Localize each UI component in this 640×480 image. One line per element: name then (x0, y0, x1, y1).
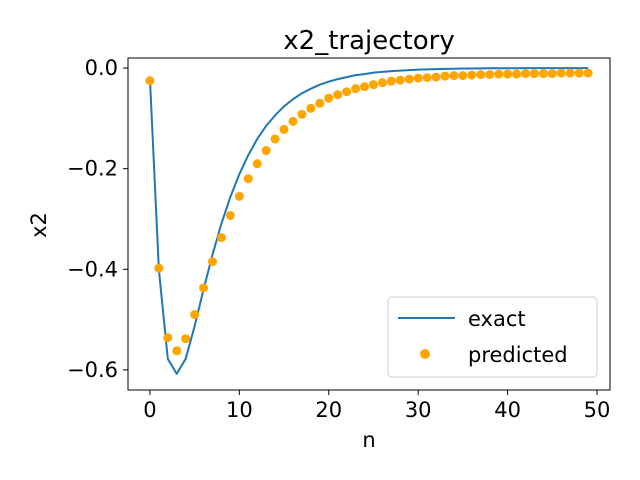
axes-frame (127, 57, 611, 391)
predicted-point (306, 103, 316, 113)
predicted-point (199, 283, 209, 293)
x-tick-label: 0 (143, 398, 156, 422)
predicted-point (449, 71, 459, 81)
predicted-point (279, 124, 289, 134)
x-axis-label: n (362, 428, 375, 452)
predicted-point (467, 70, 477, 80)
predicted-point (351, 84, 361, 94)
predicted-point (431, 72, 441, 82)
predicted-point (565, 68, 575, 78)
predicted-point (243, 174, 253, 184)
predicted-point (190, 310, 200, 320)
x-tick-label: 20 (315, 398, 342, 422)
predicted-point (208, 257, 218, 267)
x-tick-label: 40 (494, 398, 521, 422)
predicted-point (333, 90, 343, 100)
predicted-point (440, 71, 450, 81)
predicted-point (404, 74, 414, 84)
predicted-point (512, 69, 522, 79)
predicted-point (172, 346, 182, 356)
y-tick-label: −0.4 (67, 257, 118, 281)
x-tick-label: 30 (405, 398, 432, 422)
predicted-point (252, 159, 262, 169)
y-tick-label: −0.6 (67, 358, 118, 382)
predicted-point (181, 334, 191, 344)
predicted-point (547, 69, 557, 79)
predicted-point (422, 73, 432, 83)
predicted-point (324, 93, 334, 103)
predicted-point (297, 109, 307, 119)
x-tick-label: 50 (584, 398, 611, 422)
predicted-point (154, 263, 164, 273)
chart-title: x2_trajectory (283, 26, 454, 56)
predicted-point (458, 71, 468, 81)
predicted-point (494, 69, 504, 79)
predicted-point (360, 82, 370, 92)
predicted-point (485, 70, 495, 80)
predicted-point (583, 68, 593, 78)
predicted-point (386, 76, 396, 86)
predicted-point (261, 146, 271, 156)
predicted-point (234, 191, 244, 201)
predicted-point (556, 68, 566, 78)
predicted-point (145, 76, 155, 86)
legend: exact predicted (387, 296, 598, 378)
predicted-point (529, 69, 539, 79)
predicted-point (520, 69, 530, 79)
legend-predicted-marker-icon (420, 349, 430, 359)
predicted-point (377, 78, 387, 88)
predicted-point (163, 333, 173, 343)
series-exact-line (148, 67, 589, 375)
predicted-point (395, 75, 405, 85)
x-tick-label: 10 (226, 398, 253, 422)
predicted-point (216, 233, 226, 243)
predicted-point (574, 68, 584, 78)
predicted-point (342, 87, 352, 97)
predicted-point (476, 70, 486, 80)
predicted-point (225, 210, 235, 220)
y-tick-label: −0.2 (67, 157, 118, 181)
legend-predicted-label: predicted (468, 343, 568, 367)
predicted-point (413, 73, 423, 83)
predicted-point (315, 98, 325, 108)
ticks: 0 10 20 30 40 50 0.0 −0.2 −0.4 −0.6 (67, 56, 610, 422)
predicted-point (288, 116, 298, 126)
predicted-point (538, 69, 548, 79)
predicted-point (368, 80, 378, 90)
predicted-point (270, 134, 280, 144)
y-axis-label: x2 (27, 212, 51, 238)
plot-area (145, 67, 593, 375)
predicted-point (503, 69, 513, 79)
legend-exact-label: exact (468, 307, 526, 331)
y-tick-label: 0.0 (85, 56, 118, 80)
